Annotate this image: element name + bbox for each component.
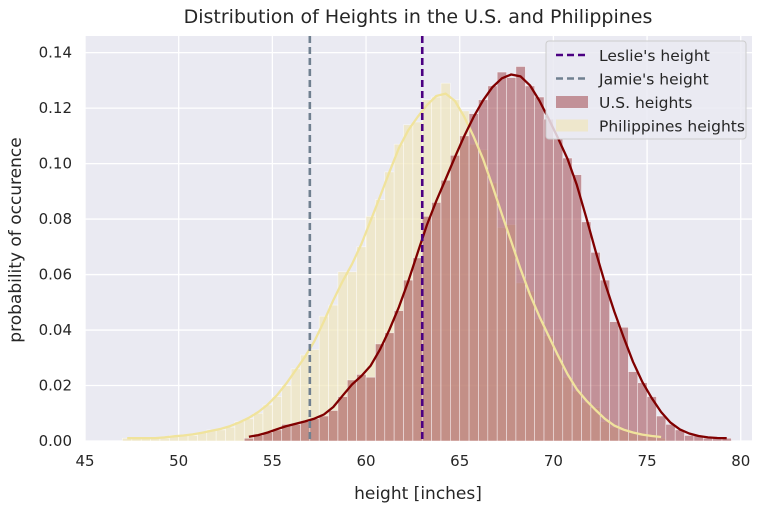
x-axis-label: height [inches] (354, 484, 482, 504)
us-bar (309, 418, 320, 442)
us-bar (318, 415, 329, 442)
us-bar (665, 424, 676, 442)
us-bar (337, 396, 348, 442)
x-tick-label: 75 (638, 452, 657, 470)
us-bar (300, 421, 311, 442)
y-tick-label: 0.00 (39, 432, 72, 450)
us-bar (384, 332, 395, 442)
y-tick-label: 0.10 (39, 155, 72, 173)
us-bar (243, 437, 254, 442)
us-histogram (243, 66, 732, 442)
x-tick-label: 60 (356, 452, 375, 470)
y-tick-label: 0.06 (39, 266, 72, 284)
legend-box (545, 40, 747, 140)
reference-lines (308, 36, 424, 441)
us-bar (496, 71, 507, 442)
us-bar (450, 154, 461, 442)
legend-philippines-label: Philippines heights (599, 118, 745, 136)
us-bar (553, 138, 564, 442)
y-tick-label: 0.14 (39, 44, 72, 62)
tick-labels: 45 50 55 60 65 70 75 80 0.00 0.02 0.04 0.06 0.08 0.10… (39, 44, 751, 470)
us-bar (524, 85, 535, 442)
us-bar (562, 157, 573, 442)
y-tick-label: 0.08 (39, 210, 72, 228)
kde-curves (127, 73, 727, 440)
philippines-kde-curve (127, 92, 662, 440)
us-bar (403, 279, 414, 442)
us-bar (393, 310, 404, 442)
us-bar (684, 435, 695, 442)
us-bar (328, 410, 339, 442)
y-tick-label: 0.02 (39, 377, 72, 395)
y-tick-label: 0.12 (39, 99, 72, 117)
us-bar (637, 382, 648, 442)
us-bar (543, 118, 554, 442)
philippines-bar (243, 418, 254, 442)
us-bar (571, 174, 582, 442)
legend-leslie-label: Leslie's height (599, 47, 710, 65)
x-tick-label: 55 (263, 452, 282, 470)
x-tick-label: 45 (75, 452, 94, 470)
y-tick-label: 0.04 (39, 321, 72, 339)
us-bar (534, 96, 545, 442)
x-tick-label: 65 (450, 452, 469, 470)
legend-jamie-label: Jamie's height (598, 71, 709, 89)
us-bar (272, 429, 283, 442)
x-tick-label: 50 (169, 452, 188, 470)
x-tick-label: 70 (544, 452, 563, 470)
legend: Leslie's height Jamie's height U.S. height… (545, 40, 747, 140)
y-axis-label: probability of occurence (6, 137, 26, 342)
philippines-bar (187, 435, 198, 442)
us-bar (365, 376, 376, 442)
chart-title: Distribution of Heights in the U.S. and … (184, 6, 653, 28)
us-bar (431, 202, 442, 442)
us-bar (440, 179, 451, 442)
legend-philippines-swatch (556, 119, 588, 132)
us-bar (421, 216, 432, 442)
philippines-bar (215, 429, 226, 442)
us-bar (290, 424, 301, 442)
us-bar (721, 437, 732, 442)
us-bar (412, 257, 423, 442)
us-bar (459, 135, 470, 442)
us-bar (515, 66, 526, 442)
us-bar (356, 374, 367, 442)
us-bar (581, 221, 592, 442)
x-tick-label: 80 (731, 452, 750, 470)
legend-us-label: U.S. heights (599, 94, 692, 112)
us-kde-curve (248, 73, 727, 440)
us-bar (375, 343, 386, 442)
legend-us-swatch (556, 96, 588, 108)
us-bar (506, 77, 517, 442)
us-bar (468, 113, 479, 442)
us-bar (487, 85, 498, 442)
philippines-bar (225, 426, 236, 442)
